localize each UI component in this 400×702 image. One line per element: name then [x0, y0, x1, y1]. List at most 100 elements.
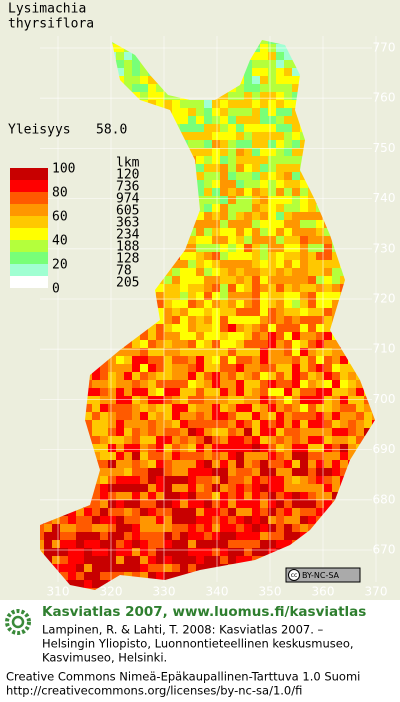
- map-cell: [292, 252, 300, 260]
- map-cell: [124, 460, 132, 468]
- map-cell: [228, 92, 236, 100]
- map-cell: [188, 308, 196, 316]
- map-cell: [236, 236, 244, 244]
- y-tick-label: 750: [373, 141, 396, 155]
- map-cell: [212, 380, 220, 388]
- map-cell: [276, 164, 284, 172]
- map-cell: [244, 196, 252, 204]
- map-cell: [340, 380, 348, 388]
- map-cell: [92, 516, 100, 524]
- map-cell: [52, 564, 60, 572]
- map-cell: [316, 292, 324, 300]
- map-cell: [212, 500, 220, 508]
- map-cell: [292, 284, 300, 292]
- map-cell: [116, 52, 124, 60]
- map-cell: [220, 292, 228, 300]
- map-cell: [180, 564, 188, 572]
- map-cell: [204, 100, 212, 108]
- map-cell: [220, 196, 228, 204]
- map-cell: [180, 260, 188, 268]
- map-cell: [76, 540, 84, 548]
- map-cell: [212, 164, 220, 172]
- map-cell: [180, 452, 188, 460]
- map-cell: [108, 428, 116, 436]
- map-cell: [268, 396, 276, 404]
- map-cell: [284, 420, 292, 428]
- map-cell: [172, 380, 180, 388]
- map-cell: [196, 364, 204, 372]
- map-cell: [268, 524, 276, 532]
- map-cell: [180, 116, 188, 124]
- map-cell: [60, 564, 68, 572]
- map-cell: [164, 428, 172, 436]
- map-cell: [100, 500, 108, 508]
- map-cell: [172, 412, 180, 420]
- map-cell: [260, 180, 268, 188]
- map-cell: [196, 532, 204, 540]
- map-cell: [68, 564, 76, 572]
- map-cell: [268, 348, 276, 356]
- map-cell: [188, 300, 196, 308]
- map-cell: [140, 548, 148, 556]
- map-cell: [196, 244, 204, 252]
- map-cell: [156, 380, 164, 388]
- map-cell: [300, 484, 308, 492]
- map-cell: [228, 428, 236, 436]
- map-cell: [220, 244, 228, 252]
- map-cell: [260, 308, 268, 316]
- map-cell: [220, 388, 228, 396]
- map-cell: [284, 52, 292, 60]
- map-cell: [188, 428, 196, 436]
- map-cell: [324, 484, 332, 492]
- map-cell: [172, 500, 180, 508]
- map-cell: [300, 276, 308, 284]
- map-cell: [116, 500, 124, 508]
- map-cell: [124, 396, 132, 404]
- legend: 1008060402001207369746053632341881287820…: [10, 162, 140, 297]
- map-cell: [284, 316, 292, 324]
- map-cell: [212, 220, 220, 228]
- map-cell: [228, 396, 236, 404]
- map-cell: [300, 364, 308, 372]
- map-cell: [300, 500, 308, 508]
- map-cell: [244, 340, 252, 348]
- map-cell: [140, 404, 148, 412]
- map-cell: [268, 484, 276, 492]
- map-cell: [276, 372, 284, 380]
- map-cell: [236, 268, 244, 276]
- map-cell: [244, 372, 252, 380]
- map-cell: [292, 372, 300, 380]
- map-cell: [220, 412, 228, 420]
- map-cell: [156, 388, 164, 396]
- map-cell: [180, 500, 188, 508]
- map-cell: [244, 292, 252, 300]
- map-cell: [308, 380, 316, 388]
- map-cell: [284, 524, 292, 532]
- map-cell: [212, 188, 220, 196]
- map-cell: [108, 468, 116, 476]
- map-cell: [284, 308, 292, 316]
- map-cell: [196, 548, 204, 556]
- map-cell: [236, 308, 244, 316]
- map-cell: [196, 204, 204, 212]
- map-cell: [244, 252, 252, 260]
- map-cell: [252, 460, 260, 468]
- map-cell: [116, 364, 124, 372]
- map-cell: [252, 276, 260, 284]
- map-cell: [236, 540, 244, 548]
- map-cell: [132, 452, 140, 460]
- map-cell: [140, 540, 148, 548]
- map-cell: [204, 364, 212, 372]
- map-cell: [300, 340, 308, 348]
- map-cell: [188, 500, 196, 508]
- map-cell: [252, 124, 260, 132]
- map-cell: [92, 444, 100, 452]
- map-cell: [276, 84, 284, 92]
- map-cell: [84, 396, 92, 404]
- map-cell: [172, 484, 180, 492]
- map-cell: [164, 388, 172, 396]
- map-cell: [204, 172, 212, 180]
- map-cell: [292, 332, 300, 340]
- map-cell: [244, 436, 252, 444]
- map-cell: [260, 76, 268, 84]
